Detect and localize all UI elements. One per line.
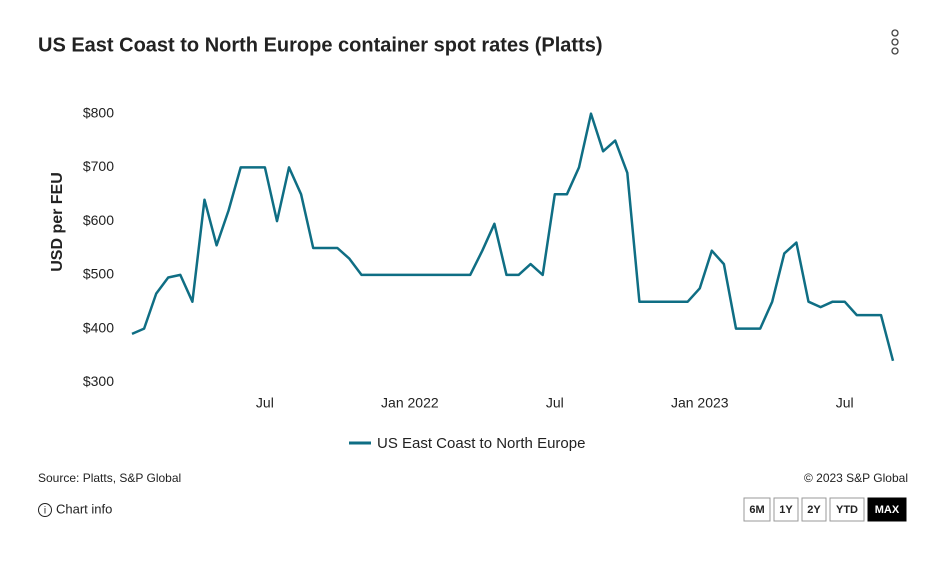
range-button[interactable]: 1Y [773,497,799,522]
range-button[interactable]: 2Y [801,497,827,522]
range-button-label[interactable]: YTD [836,504,858,516]
info-icon-glyph[interactable]: i [44,506,46,517]
range-button-box[interactable] [867,497,907,522]
range-button-label[interactable]: 2Y [807,504,821,516]
y-tick-label: $500 [83,266,114,282]
range-button[interactable]: 6M [743,497,771,522]
legend-label: US East Coast to North Europe [377,435,585,452]
range-button-box[interactable] [829,497,865,522]
y-tick-label: $300 [83,373,114,389]
x-tick-label: Jul [546,395,564,411]
x-tick-label: Jul [256,395,274,411]
x-tick-label: Jul [836,395,854,411]
range-button-label[interactable]: MAX [875,504,900,516]
y-axis-label: USD per FEU [49,172,66,272]
x-tick-label: Jan 2022 [381,395,439,411]
chart-title: US East Coast to North Europe container … [38,34,603,56]
series-line [131,112,895,362]
y-tick-label: $600 [83,212,114,228]
source: Source: Platts, S&P Global [38,471,181,485]
y-tick-label: $400 [83,319,114,335]
range-button[interactable]: MAX [867,497,907,522]
menu-dot[interactable] [891,38,899,46]
range-button-label[interactable]: 1Y [779,504,793,516]
copyright: © 2023 S&P Global [804,471,908,485]
y-tick-label: $700 [83,158,114,174]
range-button-box[interactable] [743,497,771,522]
range-button-box[interactable] [773,497,799,522]
menu-dot[interactable] [891,47,899,55]
menu-dot[interactable] [891,29,899,37]
range-button-label[interactable]: 6M [749,504,764,516]
range-button-box[interactable] [801,497,827,522]
x-tick-label: Jan 2023 [671,395,729,411]
range-button[interactable]: YTD [829,497,865,522]
info-icon[interactable] [38,503,52,517]
chart-info-label[interactable]: Chart info [56,501,112,516]
menu[interactable] [891,29,899,55]
y-tick-label: $800 [83,104,114,120]
chart-info[interactable]: i Chart info [38,501,113,517]
